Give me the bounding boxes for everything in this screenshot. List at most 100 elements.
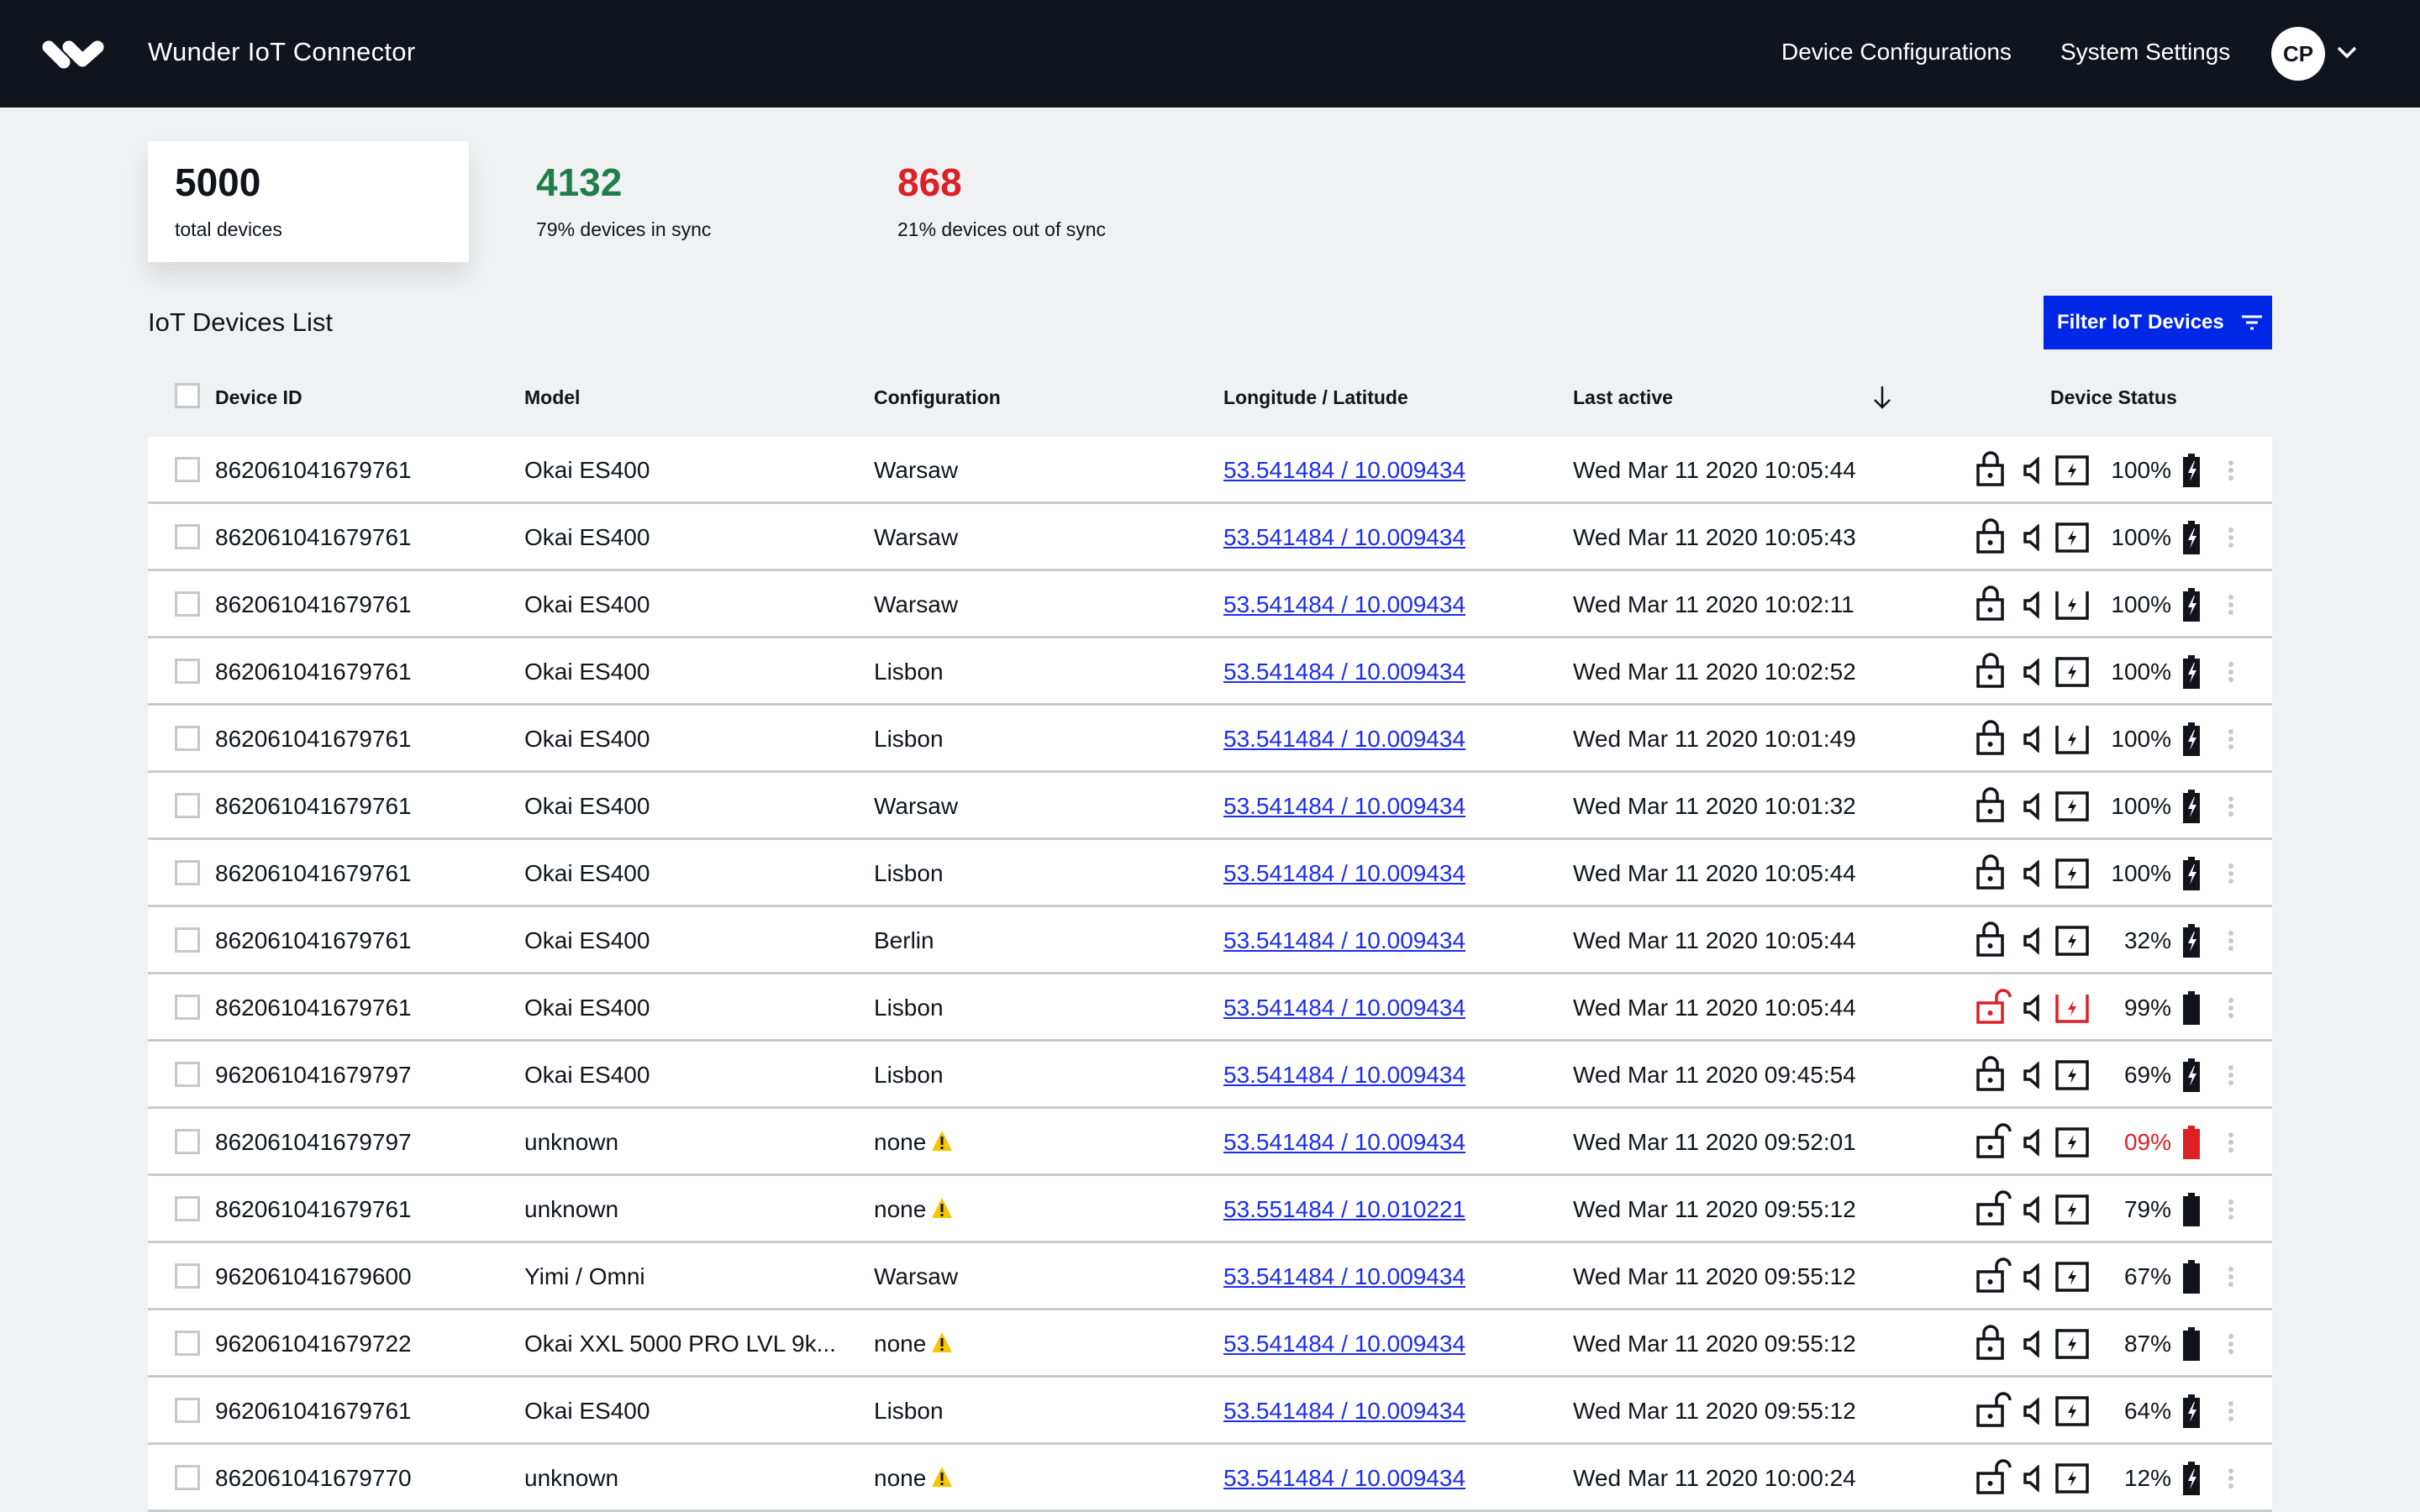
coordinates-link[interactable]: 53.541484 / 10.009434 — [1223, 1331, 1466, 1357]
table-row[interactable]: 962061041679797 Okai ES400 Lisbon 53.541… — [148, 1042, 2272, 1109]
battery-icon — [2183, 1126, 2200, 1165]
user-avatar[interactable]: CP — [2271, 27, 2325, 81]
table-row[interactable]: 862061041679770 unknown none 53.541484 /… — [148, 1445, 2272, 1512]
speaker-icon — [2023, 725, 2040, 759]
device-id: 962061041679600 — [215, 1263, 412, 1289]
column-device-id[interactable]: Device ID — [215, 386, 302, 408]
battery-charging-icon — [2183, 790, 2200, 829]
battery-charging-icon — [2183, 1058, 2200, 1098]
row-checkbox[interactable] — [175, 1331, 200, 1356]
more-options-icon[interactable] — [2227, 862, 2235, 887]
more-options-icon[interactable] — [2227, 795, 2235, 820]
column-last-active[interactable]: Last active — [1573, 386, 1673, 408]
row-checkbox[interactable] — [175, 1062, 200, 1087]
more-options-icon[interactable] — [2227, 1063, 2235, 1089]
coordinates-link[interactable]: 53.541484 / 10.009434 — [1223, 995, 1466, 1021]
row-checkbox[interactable] — [175, 591, 200, 617]
nav-system-settings[interactable]: System Settings — [2060, 39, 2231, 65]
last-active: Wed Mar 11 2020 09:55:12 — [1573, 1331, 1856, 1357]
row-checkbox[interactable] — [175, 1465, 200, 1490]
more-options-icon[interactable] — [2227, 1198, 2235, 1223]
coordinates-link[interactable]: 53.541484 / 10.009434 — [1223, 1062, 1466, 1088]
column-coordinates[interactable]: Longitude / Latitude — [1223, 386, 1408, 408]
configuration-name: none — [874, 1196, 927, 1222]
more-options-icon[interactable] — [2227, 1131, 2235, 1156]
more-options-icon[interactable] — [2227, 1467, 2235, 1492]
sort-descending-icon[interactable] — [1872, 385, 1892, 410]
device-id: 862061041679761 — [215, 860, 412, 886]
table-row[interactable]: 862061041679761 Okai ES400 Berlin 53.541… — [148, 907, 2272, 974]
row-checkbox[interactable] — [175, 860, 200, 885]
configuration-name: Warsaw — [874, 1263, 959, 1289]
row-checkbox[interactable] — [175, 1398, 200, 1423]
row-checkbox[interactable] — [175, 457, 200, 482]
table-row[interactable]: 862061041679761 Okai ES400 Lisbon 53.541… — [148, 840, 2272, 907]
battery-percent: 100% — [2111, 659, 2171, 685]
coordinates-link[interactable]: 53.541484 / 10.009434 — [1223, 793, 1466, 819]
charger-icon — [2055, 858, 2089, 895]
device-id: 962061041679797 — [215, 1062, 412, 1088]
table-row[interactable]: 862061041679761 Okai ES400 Warsaw 53.541… — [148, 504, 2272, 571]
row-checkbox[interactable] — [175, 793, 200, 818]
speaker-icon — [2023, 1128, 2040, 1162]
more-options-icon[interactable] — [2227, 1265, 2235, 1290]
coordinates-link[interactable]: 53.541484 / 10.009434 — [1223, 860, 1466, 886]
column-model[interactable]: Model — [524, 386, 581, 408]
table-row[interactable]: 962061041679722 Okai XXL 5000 PRO LVL 9k… — [148, 1310, 2272, 1378]
nav-device-configurations[interactable]: Device Configurations — [1781, 39, 2012, 65]
coordinates-link[interactable]: 53.541484 / 10.009434 — [1223, 1398, 1466, 1424]
device-model: Okai ES400 — [524, 1398, 650, 1424]
column-configuration[interactable]: Configuration — [874, 386, 1001, 408]
row-checkbox[interactable] — [175, 1129, 200, 1154]
chevron-down-icon[interactable] — [2336, 44, 2358, 60]
battery-icon — [2183, 1260, 2200, 1299]
configuration-name: Lisbon — [874, 1398, 944, 1424]
coordinates-link[interactable]: 53.541484 / 10.009434 — [1223, 659, 1466, 685]
coordinates-link[interactable]: 53.541484 / 10.009434 — [1223, 1129, 1466, 1155]
row-checkbox[interactable] — [175, 1196, 200, 1221]
more-options-icon[interactable] — [2227, 660, 2235, 685]
row-checkbox[interactable] — [175, 995, 200, 1020]
row-checkbox[interactable] — [175, 659, 200, 684]
table-row[interactable]: 862061041679761 unknown none 53.551484 /… — [148, 1176, 2272, 1243]
more-options-icon[interactable] — [2227, 727, 2235, 753]
row-checkbox[interactable] — [175, 927, 200, 953]
table-row[interactable]: 862061041679761 Okai ES400 Lisbon 53.541… — [148, 974, 2272, 1042]
device-configuration: none — [874, 1196, 953, 1223]
row-checkbox[interactable] — [175, 1263, 200, 1289]
more-options-icon[interactable] — [2227, 459, 2235, 484]
table-row[interactable]: 862061041679761 Okai ES400 Lisbon 53.541… — [148, 706, 2272, 773]
more-options-icon[interactable] — [2227, 1332, 2235, 1357]
table-row[interactable]: 862061041679797 unknown none 53.541484 /… — [148, 1109, 2272, 1176]
lock-closed-icon — [1976, 1055, 2012, 1098]
more-options-icon[interactable] — [2227, 593, 2235, 618]
table-row[interactable]: 862061041679761 Okai ES400 Warsaw 53.541… — [148, 571, 2272, 638]
last-active: Wed Mar 11 2020 10:05:44 — [1573, 860, 1856, 886]
table-row[interactable]: 862061041679761 Okai ES400 Lisbon 53.541… — [148, 638, 2272, 706]
coordinates-link[interactable]: 53.541484 / 10.009434 — [1223, 1465, 1466, 1491]
table-row[interactable]: 862061041679761 Okai ES400 Warsaw 53.541… — [148, 773, 2272, 840]
configuration-name: Lisbon — [874, 1062, 944, 1088]
device-id: 862061041679761 — [215, 726, 412, 752]
table-row[interactable]: 962061041679600 Yimi / Omni Warsaw 53.54… — [148, 1243, 2272, 1310]
coordinates-link[interactable]: 53.541484 / 10.009434 — [1223, 591, 1466, 617]
more-options-icon[interactable] — [2227, 526, 2235, 551]
more-options-icon[interactable] — [2227, 1399, 2235, 1425]
filter-devices-button[interactable]: Filter IoT Devices — [2044, 296, 2272, 349]
more-options-icon[interactable] — [2227, 929, 2235, 954]
table-row[interactable]: 862061041679761 Okai ES400 Warsaw 53.541… — [148, 437, 2272, 504]
table-row[interactable]: 962061041679761 Okai ES400 Lisbon 53.541… — [148, 1378, 2272, 1445]
wunder-logo-icon — [42, 40, 104, 69]
row-checkbox[interactable] — [175, 726, 200, 751]
coordinates-link[interactable]: 53.541484 / 10.009434 — [1223, 524, 1466, 550]
coordinates-link[interactable]: 53.541484 / 10.009434 — [1223, 927, 1466, 953]
configuration-name: Lisbon — [874, 726, 944, 752]
coordinates-link[interactable]: 53.541484 / 10.009434 — [1223, 726, 1466, 752]
coordinates-link[interactable]: 53.541484 / 10.009434 — [1223, 1263, 1466, 1289]
row-checkbox[interactable] — [175, 524, 200, 549]
device-configuration: Warsaw — [874, 1263, 958, 1290]
coordinates-link[interactable]: 53.551484 / 10.010221 — [1223, 1196, 1466, 1222]
coordinates-link[interactable]: 53.541484 / 10.009434 — [1223, 457, 1466, 483]
more-options-icon[interactable] — [2227, 996, 2235, 1021]
select-all-checkbox[interactable] — [175, 383, 200, 408]
